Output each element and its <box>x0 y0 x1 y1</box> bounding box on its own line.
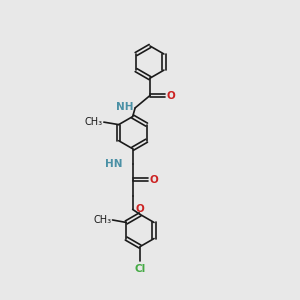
Text: Cl: Cl <box>134 264 146 274</box>
Text: O: O <box>135 204 144 214</box>
Text: O: O <box>149 175 158 185</box>
Text: CH₃: CH₃ <box>85 117 103 127</box>
Text: O: O <box>167 91 176 100</box>
Text: NH: NH <box>116 102 134 112</box>
Text: CH₃: CH₃ <box>93 215 111 225</box>
Text: HN: HN <box>105 159 122 169</box>
